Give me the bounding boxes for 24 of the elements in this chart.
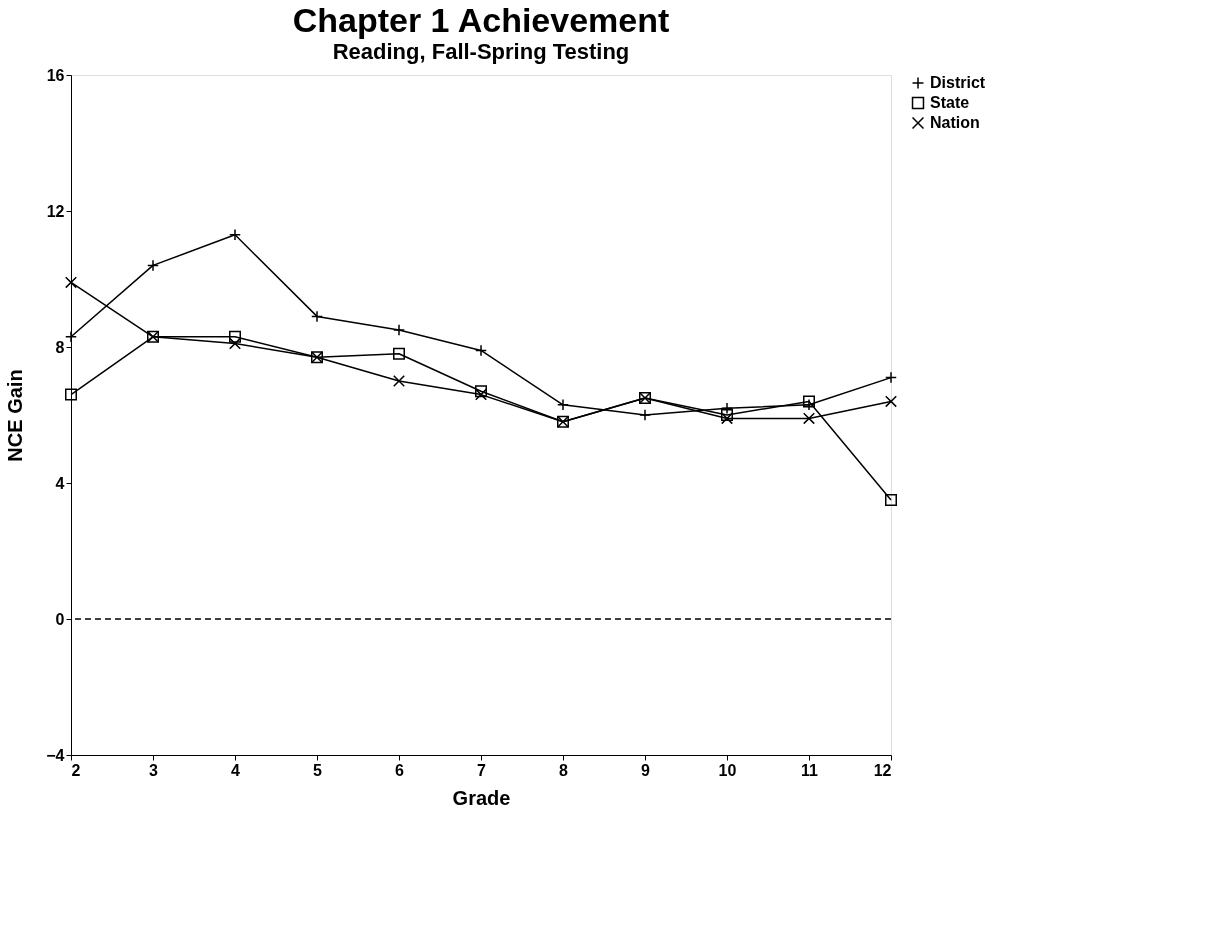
- y-tick-label: 8: [55, 338, 65, 356]
- legend-label: Nation: [930, 114, 980, 131]
- y-tick-label: 0: [55, 610, 65, 628]
- x-tick-label: 2: [71, 761, 81, 779]
- x-tick-label: 5: [313, 761, 323, 779]
- chart-subtitle: Reading, Fall-Spring Testing: [332, 39, 630, 64]
- x-tick-label: 9: [641, 761, 651, 779]
- y-axis-title: NCE Gain: [4, 369, 27, 462]
- chart-title: Chapter 1 Achievement: [292, 1, 670, 39]
- x-tick-label: 8: [559, 761, 569, 779]
- x-tick-label: 11: [801, 761, 819, 779]
- x-tick-label: 4: [231, 761, 241, 779]
- y-tick-label: 4: [55, 474, 65, 492]
- x-tick-label: 12: [873, 761, 892, 779]
- x-tick-label: 10: [718, 761, 737, 779]
- y-tick-label: 16: [46, 66, 65, 84]
- y-tick-label: −4: [46, 746, 65, 764]
- y-tick-label: 12: [46, 202, 65, 220]
- x-tick-label: 6: [395, 761, 405, 779]
- legend-label: District: [930, 74, 986, 91]
- legend-label: State: [930, 94, 970, 111]
- x-tick-label: 3: [149, 761, 159, 779]
- x-axis-title: Grade: [452, 786, 511, 809]
- x-tick-label: 7: [477, 761, 487, 779]
